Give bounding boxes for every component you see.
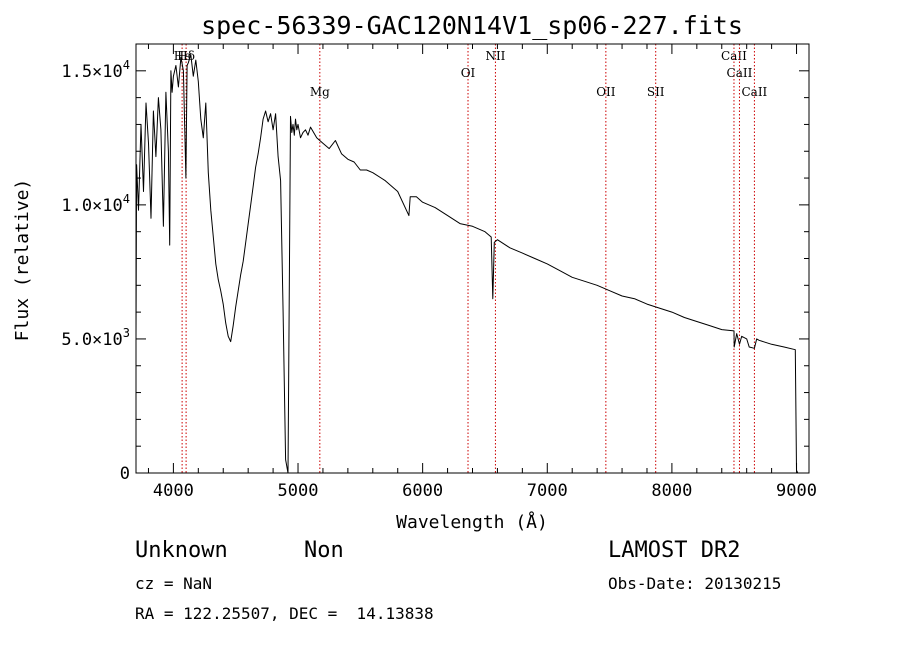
y-tick-label: 0 xyxy=(120,464,130,484)
marker-label: Mg xyxy=(310,85,330,99)
y-tick-label: 1.5×104 xyxy=(61,58,130,82)
y-tick-label: 1.0×104 xyxy=(61,192,130,216)
chart-title: spec-56339-GAC120N14V1_sp06-227.fits xyxy=(201,11,743,40)
class-label: Unknown xyxy=(135,538,228,563)
x-tick-label: 9000 xyxy=(776,481,817,501)
y-axis-label: Flux (relative) xyxy=(12,179,33,342)
marker-label: OI xyxy=(461,66,476,80)
marker-label: SII xyxy=(647,85,665,99)
marker-label: Hε xyxy=(174,49,191,63)
x-tick-label: 7000 xyxy=(527,481,568,501)
spectrum-line xyxy=(135,54,799,474)
subclass-label: Non xyxy=(304,538,344,563)
y-tick-label: 5.0×103 xyxy=(61,326,130,350)
marker-label: CaII xyxy=(721,49,747,63)
axes: 4000 5000 6000 7000 8000 9000 0 5.0×103 1.0×104 1… xyxy=(61,43,817,501)
radec-label: RA = 122.25507, DEC = 14.13838 xyxy=(135,604,434,623)
marker-label: CaII xyxy=(727,66,753,80)
survey-label: LAMOST DR2 xyxy=(608,538,741,563)
plot-frame xyxy=(135,43,810,474)
obsdate-label: Obs-Date: 20130215 xyxy=(608,574,782,593)
x-tick-label: 6000 xyxy=(402,481,443,501)
x-tick-label: 8000 xyxy=(651,481,692,501)
x-tick-label: 5000 xyxy=(278,481,319,501)
x-axis-label: Wavelength (Å) xyxy=(396,511,548,533)
cz-label: cz = NaN xyxy=(135,574,213,593)
marker-label: NII xyxy=(485,49,505,63)
marker-label: OII xyxy=(596,85,616,99)
marker-label: CaII xyxy=(741,85,767,99)
x-tick-label: 4000 xyxy=(153,481,194,501)
